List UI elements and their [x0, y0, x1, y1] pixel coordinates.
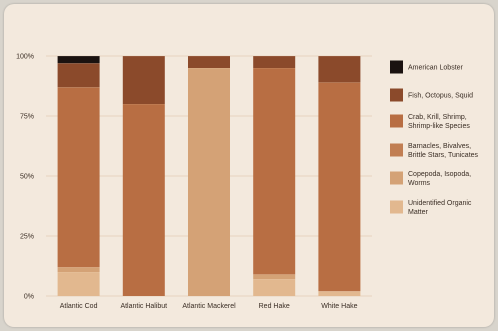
- legend-swatch: [390, 60, 403, 74]
- bar-segment: [253, 68, 296, 275]
- bar-segment: [253, 279, 296, 296]
- bar-segment: [57, 267, 100, 272]
- x-tick-label: White Hake: [321, 303, 357, 310]
- bar-segment: [188, 56, 230, 68]
- legend-swatch: [390, 88, 403, 102]
- legend-label: Unidentified Organic Matter: [408, 200, 472, 216]
- legend-label: Barnacles, Bivalves, Brittle Stars, Tunic…: [408, 143, 479, 159]
- y-tick-label: 100%: [16, 54, 34, 61]
- chart-card: 0% 25% 50% 75% 100% Atlantic Cod Atlantic Hal…: [4, 4, 494, 327]
- legend-label: American Lobster: [408, 65, 464, 72]
- bar-segment: [188, 68, 230, 296]
- x-tick-label: Atlantic Mackerel: [182, 303, 236, 310]
- bars: [57, 55, 361, 296]
- y-tick-label: 0%: [24, 294, 34, 301]
- bar-segment: [318, 291, 361, 296]
- bar-segment: [57, 56, 100, 64]
- legend-swatch: [390, 114, 403, 128]
- bar-segment: [253, 56, 296, 68]
- legend-label: Fish, Octopus, Squid: [408, 93, 473, 100]
- x-tick-label: Red Hake: [259, 303, 290, 310]
- bar-segment: [318, 56, 361, 83]
- legend-swatch: [390, 171, 403, 185]
- bar-segment: [253, 274, 296, 280]
- y-axis-ticks: 0% 25% 50% 75% 100%: [16, 54, 34, 301]
- legend-label: Crab, Krill, Shrimp, Shrimp-like Species: [408, 114, 470, 130]
- x-axis-labels: Atlantic Cod Atlantic Halibut Atlantic Mac…: [60, 303, 358, 310]
- legend: American Lobster Fish, Octopus, Squid Crab…: [390, 60, 479, 216]
- bar-segment: [57, 272, 100, 296]
- bar-segment: [57, 63, 100, 88]
- bar-segment: [122, 104, 165, 296]
- x-tick-label: Atlantic Halibut: [120, 303, 167, 310]
- x-tick-label: Atlantic Cod: [60, 303, 98, 310]
- bar-segment: [122, 56, 165, 104]
- legend-label: Copepoda, Isopoda, Worms: [408, 171, 471, 187]
- y-tick-label: 75%: [20, 114, 34, 121]
- stacked-bar-chart: 0% 25% 50% 75% 100% Atlantic Cod Atlantic Hal…: [16, 54, 479, 311]
- y-tick-label: 50%: [20, 174, 34, 181]
- bar-segment: [318, 82, 361, 292]
- legend-swatch: [390, 200, 403, 214]
- y-tick-label: 25%: [20, 234, 34, 241]
- legend-swatch: [390, 143, 403, 157]
- bar-segment: [57, 87, 100, 268]
